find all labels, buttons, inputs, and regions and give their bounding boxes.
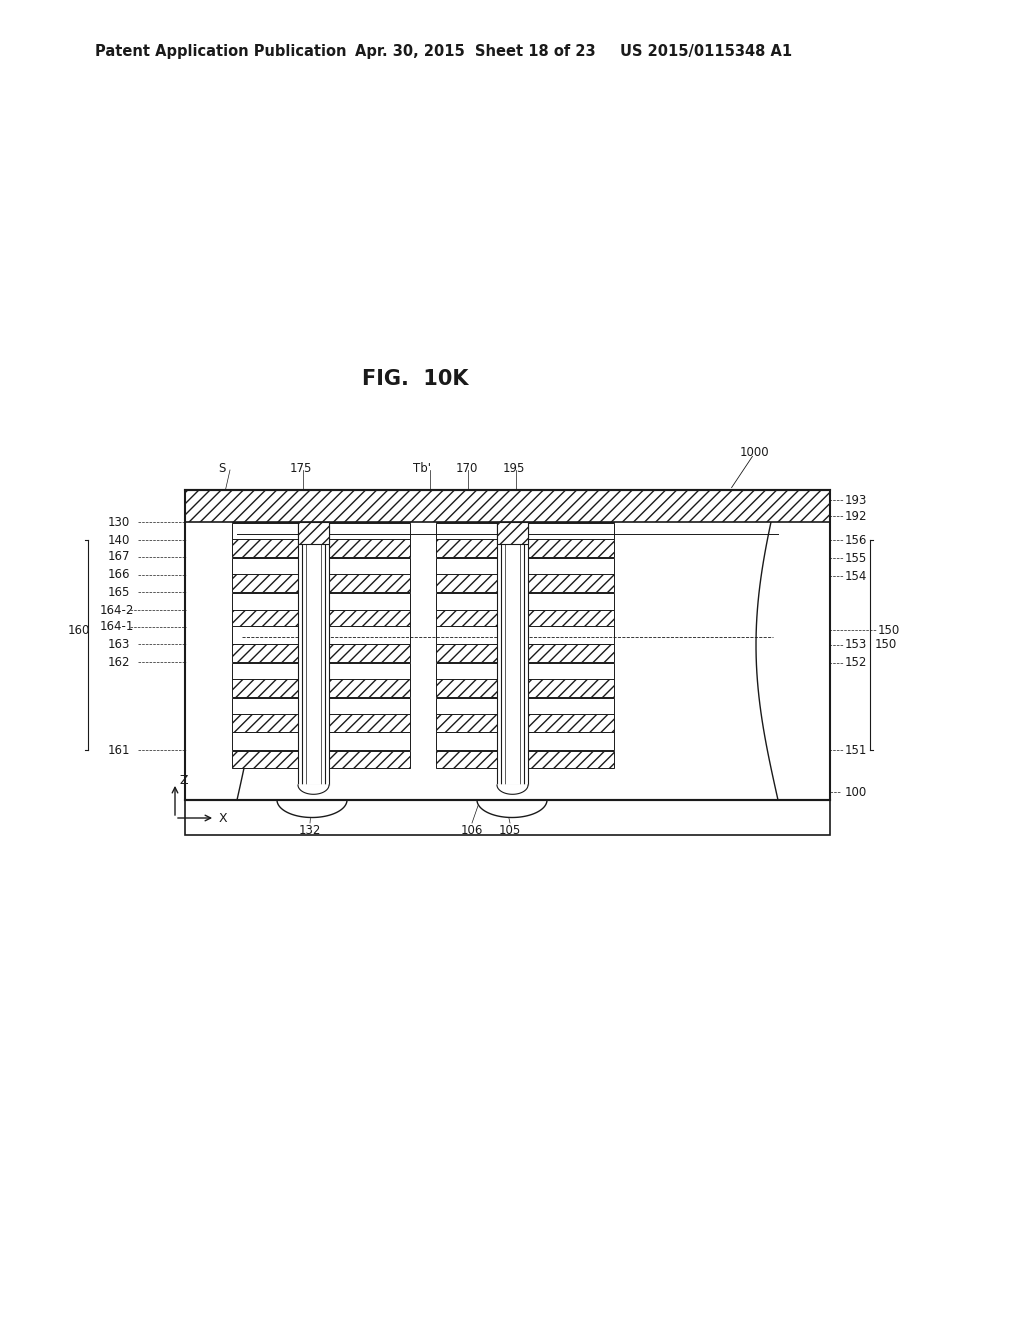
Bar <box>232 751 410 768</box>
Bar <box>436 626 614 644</box>
Bar <box>185 490 830 800</box>
Text: 154: 154 <box>845 569 867 582</box>
Text: 156: 156 <box>845 533 867 546</box>
Text: US 2015/0115348 A1: US 2015/0115348 A1 <box>620 44 793 59</box>
Text: 151: 151 <box>845 743 867 756</box>
Bar <box>436 610 614 627</box>
Bar <box>232 714 410 733</box>
Polygon shape <box>185 490 259 800</box>
Text: 155: 155 <box>845 552 867 565</box>
Text: Z: Z <box>179 774 187 787</box>
Text: 153: 153 <box>845 639 867 652</box>
Bar <box>232 733 410 750</box>
Text: 193: 193 <box>845 494 867 507</box>
Bar <box>436 663 614 680</box>
Bar <box>185 490 830 521</box>
Text: 130: 130 <box>108 516 130 528</box>
Text: 105: 105 <box>499 824 521 837</box>
Bar <box>497 521 528 544</box>
Bar <box>436 751 614 768</box>
Text: 150: 150 <box>878 623 900 636</box>
Text: 166: 166 <box>108 569 130 582</box>
Text: Apr. 30, 2015  Sheet 18 of 23: Apr. 30, 2015 Sheet 18 of 23 <box>355 44 596 59</box>
Polygon shape <box>497 785 528 795</box>
Text: 162: 162 <box>108 656 130 668</box>
Bar <box>232 644 410 663</box>
Text: 175: 175 <box>290 462 312 474</box>
Text: FIG.  10K: FIG. 10K <box>361 370 468 389</box>
Polygon shape <box>477 800 547 817</box>
Text: 106: 106 <box>461 824 483 837</box>
Bar <box>232 663 410 680</box>
Text: 1000: 1000 <box>740 446 770 458</box>
Bar <box>436 698 614 715</box>
Bar <box>232 698 410 715</box>
Bar <box>436 539 614 557</box>
Bar <box>232 504 410 521</box>
Bar <box>302 521 325 785</box>
Text: 164-1: 164-1 <box>100 620 134 634</box>
Text: 100: 100 <box>845 785 867 799</box>
Bar <box>436 644 614 663</box>
Polygon shape <box>298 785 329 795</box>
Text: Patent Application Publication: Patent Application Publication <box>95 44 346 59</box>
Bar <box>436 714 614 733</box>
Bar <box>436 574 614 591</box>
Bar <box>436 558 614 576</box>
Bar <box>232 610 410 627</box>
Text: 192: 192 <box>845 510 867 523</box>
Text: 165: 165 <box>108 586 130 598</box>
Text: 163: 163 <box>108 638 130 651</box>
Text: 167: 167 <box>108 550 130 564</box>
Text: 170: 170 <box>456 462 478 474</box>
Bar <box>497 521 528 785</box>
Text: 164-2: 164-2 <box>100 603 134 616</box>
Bar <box>185 800 830 836</box>
Bar <box>436 733 614 750</box>
Bar <box>436 523 614 540</box>
Polygon shape <box>278 800 347 817</box>
Polygon shape <box>756 490 830 800</box>
Text: 132: 132 <box>299 824 322 837</box>
Text: 140: 140 <box>108 533 130 546</box>
Text: S: S <box>218 462 225 474</box>
Bar <box>232 558 410 576</box>
Text: 160: 160 <box>68 623 90 636</box>
Text: 161: 161 <box>108 743 130 756</box>
Bar <box>298 521 329 544</box>
Text: X: X <box>219 812 227 825</box>
Text: 195: 195 <box>503 462 525 474</box>
Bar <box>436 678 614 697</box>
Bar <box>232 539 410 557</box>
Text: Tb': Tb' <box>413 462 431 474</box>
Bar <box>232 626 410 644</box>
Bar <box>232 574 410 591</box>
Bar <box>232 523 410 540</box>
Bar <box>232 593 410 610</box>
Bar <box>298 521 329 785</box>
Text: 150: 150 <box>874 639 897 652</box>
Bar <box>232 678 410 697</box>
Bar <box>436 593 614 610</box>
Bar <box>436 504 614 521</box>
Bar <box>501 521 524 785</box>
Text: 152: 152 <box>845 656 867 669</box>
